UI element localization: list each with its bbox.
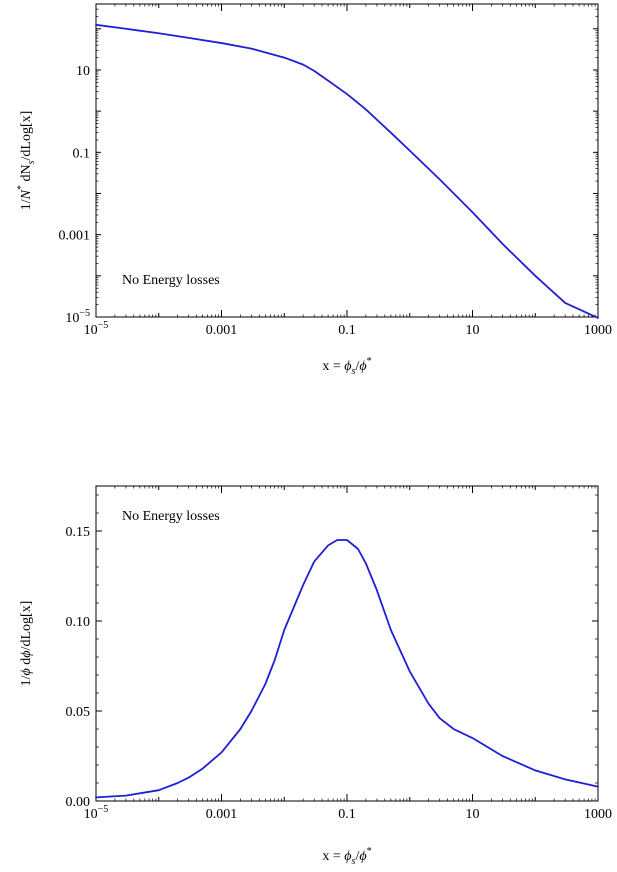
annotation: No Energy losses bbox=[122, 273, 220, 288]
annotation: No Energy losses bbox=[122, 509, 220, 524]
y-axis-label: 1/N* dNs/dLog[x] bbox=[16, 111, 37, 211]
series-line-1 bbox=[95, 23, 599, 319]
x-tick-label: 0.1 bbox=[338, 807, 356, 822]
x-tick-label: 10−5 bbox=[84, 804, 109, 822]
series-line-1 bbox=[95, 539, 599, 799]
y-tick-label: 0.001 bbox=[59, 229, 91, 244]
x-tick-label: 0.001 bbox=[206, 323, 238, 338]
x-tick-label: 1000 bbox=[584, 807, 612, 822]
y-tick-label: 0.00 bbox=[66, 795, 91, 810]
y-axis-label: 1/ϕ dϕ/dLog[x] bbox=[19, 601, 34, 687]
y-tick-label: 0.1 bbox=[73, 146, 91, 161]
x-axis-label: x = ϕs/ϕ* bbox=[322, 846, 371, 867]
plot-frame bbox=[95, 3, 599, 318]
plot-frame bbox=[95, 485, 599, 802]
y-tick-label: 10 bbox=[76, 64, 90, 79]
x-tick-label: 0.1 bbox=[338, 323, 356, 338]
y-tick-label: 10−5 bbox=[65, 308, 90, 326]
x-tick-label: 0.001 bbox=[206, 807, 238, 822]
x-tick-label: 1000 bbox=[584, 323, 612, 338]
x-tick-label: 10−5 bbox=[84, 320, 109, 338]
chart-1: 10−5 0.001 0.1 10 1000 10−5 0.001 0.1 10 x = ϕs/ϕ… bbox=[16, 3, 612, 377]
x-tick-label: 10 bbox=[466, 323, 480, 338]
y-tick-label: 0.10 bbox=[66, 615, 91, 630]
x-axis-label: x = ϕs/ϕ* bbox=[322, 356, 371, 377]
x-tick-label: 10 bbox=[466, 807, 480, 822]
y-tick-label: 0.05 bbox=[66, 705, 91, 720]
chart-2: 10−5 0.001 0.1 10 1000 0.00 0.05 0.10 0.15 x = ϕs… bbox=[19, 485, 612, 867]
y-tick-label: 0.15 bbox=[66, 525, 91, 540]
